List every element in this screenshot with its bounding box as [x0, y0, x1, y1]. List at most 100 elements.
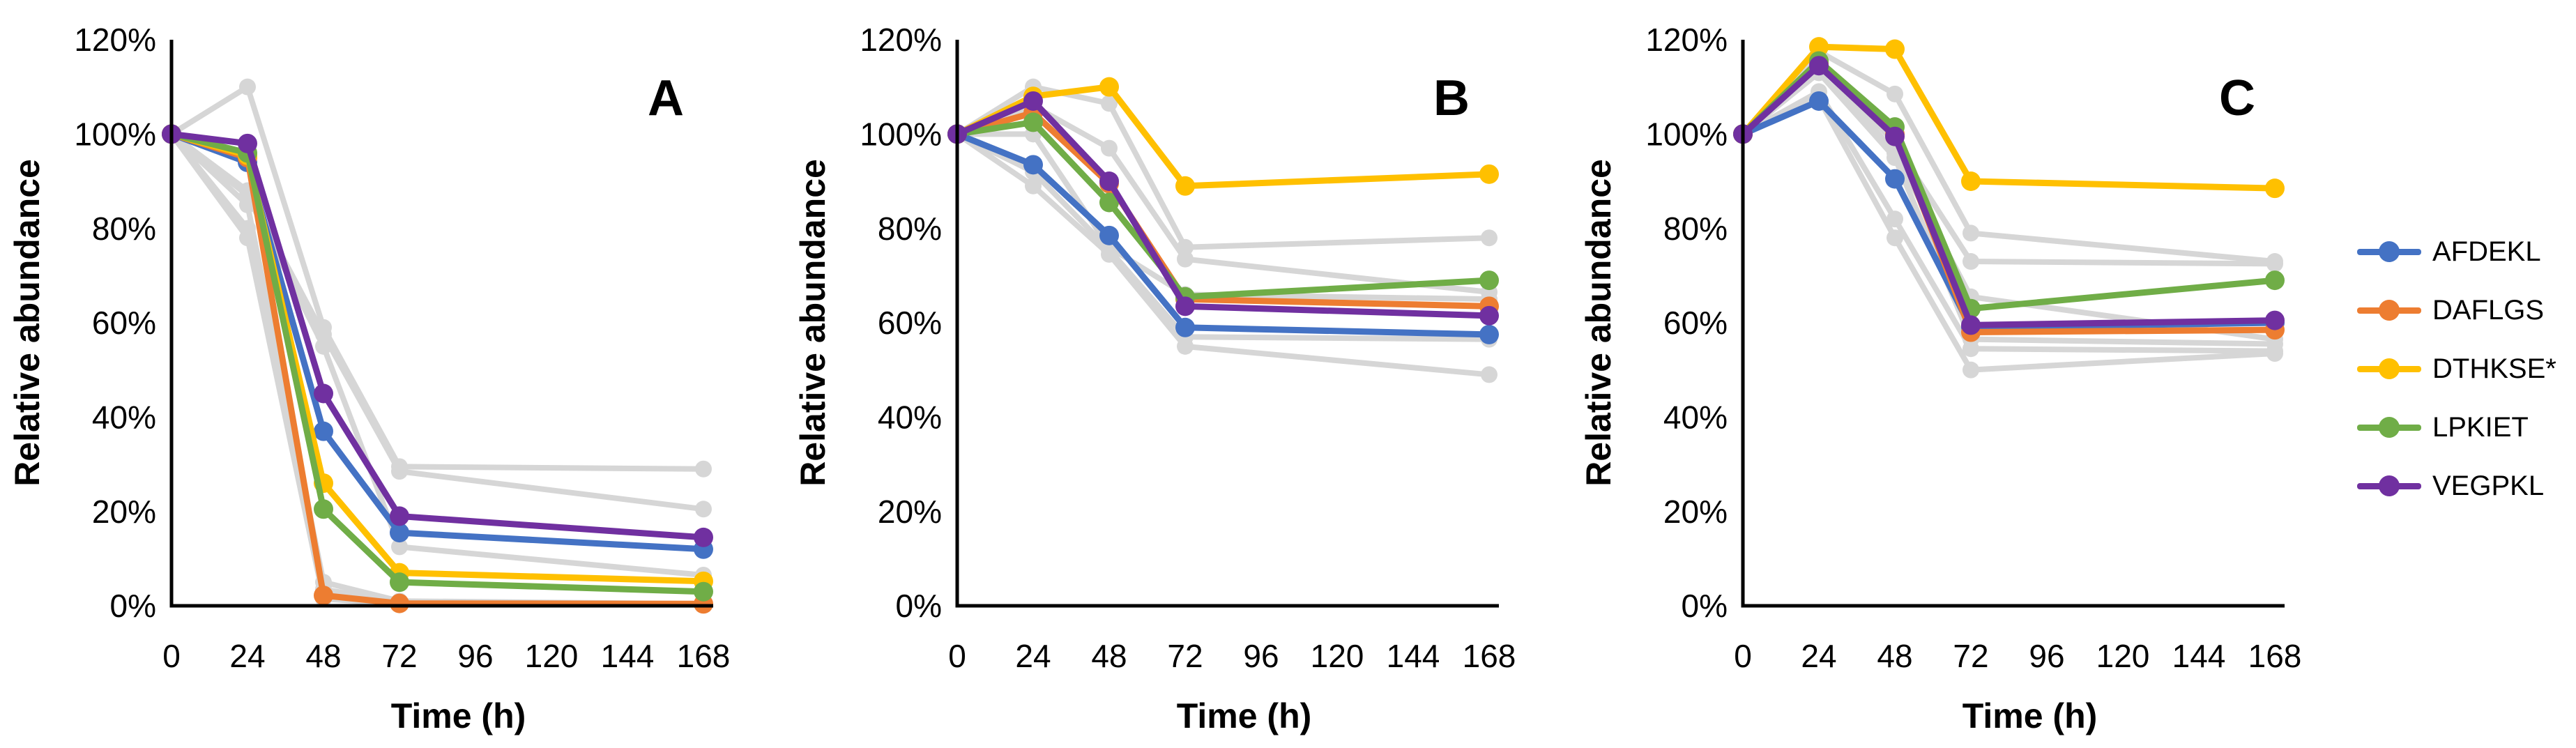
svg-text:120: 120 — [2096, 638, 2150, 674]
svg-text:100%: 100% — [74, 116, 156, 152]
svg-text:96: 96 — [2029, 638, 2064, 674]
svg-text:0%: 0% — [1682, 588, 1728, 624]
svg-text:40%: 40% — [92, 399, 156, 435]
y-axis-title: Relative abundance — [1579, 159, 1618, 487]
svg-text:120: 120 — [1311, 638, 1364, 674]
svg-text:100%: 100% — [1645, 116, 1728, 152]
x-axis-tick-labels: 0 24 48 72 96 120 144 168 — [1734, 638, 2301, 674]
circle-marker-icon — [2379, 241, 2400, 262]
y-axis-title: Relative abundance — [793, 159, 832, 487]
circle-marker-icon — [2379, 475, 2400, 496]
legend-item-vegpkl: VEGPKL — [2357, 470, 2576, 502]
svg-text:72: 72 — [381, 638, 417, 674]
svg-text:0%: 0% — [110, 588, 156, 624]
legend-line-marker — [2357, 358, 2421, 379]
axes — [169, 40, 713, 608]
legend-line-marker — [2357, 475, 2421, 496]
svg-text:72: 72 — [1167, 638, 1203, 674]
axes — [1741, 40, 2285, 608]
panel-c-chart: 0% 20% 40% 60% 80% 100% 120% 0 24 48 72 96 120 144 168… — [1579, 22, 2301, 735]
x-axis-title: Time (h) — [391, 696, 526, 735]
legend-line-marker — [2357, 241, 2421, 262]
gray-replicate-series — [949, 125, 1497, 308]
x-axis-title: Time (h) — [1177, 696, 1312, 735]
legend-line-marker — [2357, 416, 2421, 438]
svg-text:144: 144 — [1387, 638, 1440, 674]
svg-text:48: 48 — [1877, 638, 1912, 674]
y-axis-tick-labels: 0% 20% 40% 60% 80% 100% 120% — [860, 22, 942, 624]
circle-marker-icon — [2379, 358, 2400, 379]
series-VEGPKL — [947, 91, 1499, 326]
y-axis-tick-labels: 0% 20% 40% 60% 80% 100% 120% — [1645, 22, 1728, 624]
svg-text:80%: 80% — [92, 211, 156, 247]
svg-text:48: 48 — [1091, 638, 1127, 674]
svg-text:168: 168 — [1463, 638, 1516, 674]
svg-text:20%: 20% — [1663, 494, 1728, 530]
svg-text:60%: 60% — [1663, 305, 1728, 341]
legend-label: LPKIET — [2432, 411, 2529, 443]
gray-replicate-series — [163, 125, 712, 613]
svg-text:168: 168 — [2248, 638, 2302, 674]
svg-text:24: 24 — [1015, 638, 1051, 674]
svg-text:96: 96 — [1243, 638, 1279, 674]
circle-marker-icon — [2379, 299, 2400, 321]
panel-a-chart: 0% 20% 40% 60% 80% 100% 120% 0 24 48 72 96 120 144 168… — [8, 22, 730, 735]
svg-text:24: 24 — [1801, 638, 1836, 674]
svg-text:60%: 60% — [92, 305, 156, 341]
svg-text:96: 96 — [457, 638, 493, 674]
x-axis-title: Time (h) — [1963, 696, 2098, 735]
svg-text:20%: 20% — [878, 494, 942, 530]
svg-text:144: 144 — [601, 638, 655, 674]
legend-item-lpkiet: LPKIET — [2357, 411, 2576, 443]
svg-text:120%: 120% — [74, 22, 156, 58]
y-axis-title: Relative abundance — [8, 159, 47, 487]
svg-text:168: 168 — [677, 638, 731, 674]
legend-label: AFDEKL — [2432, 236, 2541, 267]
svg-text:80%: 80% — [878, 211, 942, 247]
panel-a: 0% 20% 40% 60% 80% 100% 120% 0 24 48 72 96 120 144 168… — [0, 0, 786, 748]
legend-item-afdekl: AFDEKL — [2357, 236, 2576, 268]
svg-text:0%: 0% — [896, 588, 942, 624]
legend: AFDEKL DAFLGS DTHKSE* LPKIET VEGPKL — [2357, 0, 2576, 748]
circle-marker-icon — [2379, 416, 2400, 438]
legend-line-marker — [2357, 299, 2421, 321]
gray-replicate-series — [949, 125, 1497, 383]
svg-text:0: 0 — [948, 638, 966, 674]
gray-replicate-series — [163, 125, 712, 584]
legend-label: DAFLGS — [2432, 294, 2545, 326]
panel-b-chart: 0% 20% 40% 60% 80% 100% 120% 0 24 48 72 96 120 144 168… — [793, 22, 1516, 735]
panel-label-C: C — [2219, 70, 2255, 126]
series-VEGPKL — [1733, 56, 2285, 335]
svg-text:120%: 120% — [860, 22, 942, 58]
svg-text:24: 24 — [229, 638, 265, 674]
svg-text:120%: 120% — [1645, 22, 1728, 58]
y-axis-tick-labels: 0% 20% 40% 60% 80% 100% 120% — [74, 22, 156, 624]
legend-item-dthkse: DTHKSE* — [2357, 353, 2576, 385]
panel-label-A: A — [648, 70, 684, 126]
panel-label-B: B — [1433, 70, 1470, 126]
svg-text:60%: 60% — [878, 305, 942, 341]
legend-label: VEGPKL — [2432, 470, 2545, 501]
svg-text:72: 72 — [1953, 638, 1988, 674]
svg-text:144: 144 — [2172, 638, 2226, 674]
svg-text:0: 0 — [162, 638, 181, 674]
svg-text:40%: 40% — [1663, 399, 1728, 435]
legend-label: DTHKSE* — [2432, 353, 2556, 384]
svg-text:120: 120 — [525, 638, 579, 674]
axes — [955, 40, 1499, 608]
gray-replicate-series — [1735, 83, 2283, 360]
svg-text:20%: 20% — [92, 494, 156, 530]
x-axis-tick-labels: 0 24 48 72 96 120 144 168 — [948, 638, 1516, 674]
svg-text:100%: 100% — [860, 116, 942, 152]
gray-replicate-series — [163, 125, 712, 518]
series-VEGPKL — [162, 124, 713, 547]
svg-text:48: 48 — [305, 638, 341, 674]
legend-item-daflgs: DAFLGS — [2357, 294, 2576, 326]
svg-text:40%: 40% — [878, 399, 942, 435]
panel-c: 0% 20% 40% 60% 80% 100% 120% 0 24 48 72 96 120 144 168… — [1571, 0, 2357, 748]
x-axis-tick-labels: 0 24 48 72 96 120 144 168 — [162, 638, 730, 674]
svg-text:0: 0 — [1734, 638, 1752, 674]
svg-text:80%: 80% — [1663, 211, 1728, 247]
panel-b: 0% 20% 40% 60% 80% 100% 120% 0 24 48 72 96 120 144 168… — [786, 0, 1571, 748]
